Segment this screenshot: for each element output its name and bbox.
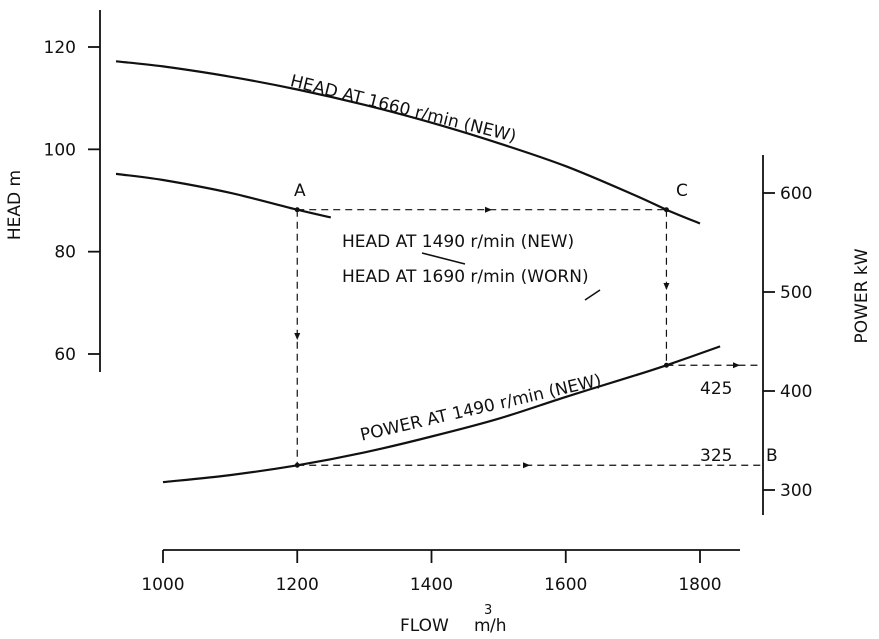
flow-axis-title: FLOW m 3 /h: [400, 603, 507, 636]
flow-tick-label-1400: 1400: [410, 575, 453, 595]
legend-head-1490-pre: HEAD AT: [342, 232, 422, 252]
annotation-425: 425: [700, 379, 732, 399]
flow-tick-label-1800: 1800: [678, 575, 721, 595]
legend-stroke-worn: [584, 289, 601, 301]
point-markers: [294, 207, 669, 468]
power-1490-new-curve: [162, 345, 721, 484]
arrow-325: [523, 462, 530, 469]
point-b-label: B: [766, 446, 778, 466]
flow-axis-ticks: 1000 1200 1400 1600 1800: [141, 550, 722, 595]
power-tick-label-500: 500: [780, 283, 812, 303]
marker-power-1200: [294, 462, 300, 468]
head-axis-ticks: 60 80 100 120: [44, 38, 100, 365]
flow-tick-label-1200: 1200: [276, 575, 319, 595]
head-1660-label: HEAD AT 1660 r/min (NEW): [288, 71, 518, 147]
point-c-label: C: [676, 181, 688, 201]
head-1660-new-curve: [115, 60, 701, 225]
power-tick-label-400: 400: [780, 382, 812, 402]
power-axis-ticks: 300 400 500 600: [763, 184, 812, 501]
head-tick-label-120: 120: [44, 38, 76, 58]
legend-head-1490-post: 1490 r/min (NEW): [422, 232, 574, 252]
head-tick-label-60: 60: [54, 345, 76, 365]
legend-head-1690-pre: HEAD AT 1690 r/min (: [342, 267, 527, 287]
power-axis-title: POWER kW: [852, 248, 872, 343]
arrow-a-down: [294, 333, 301, 340]
flow-axis-unit-base: m: [474, 616, 491, 636]
head-1490-new-curve: [115, 172, 332, 219]
construction-lines: [294, 206, 763, 469]
curves: [115, 60, 721, 484]
legend-head-1690-worn: HEAD AT 1690 r/min (WORN): [342, 267, 589, 287]
power-tick-label-300: 300: [780, 481, 812, 501]
point-a-label: A: [294, 181, 306, 201]
marker-power-1750: [663, 362, 669, 368]
annotation-325: 325: [700, 446, 732, 466]
marker-a: [294, 207, 300, 213]
flow-axis-unit-tail: /h: [490, 616, 507, 636]
marker-c: [663, 207, 669, 213]
legend-head-1490: HEAD AT 1490 r/min (NEW): [342, 232, 574, 252]
power-tick-label-600: 600: [780, 184, 812, 204]
legend-head-1690-post: WORN): [527, 267, 588, 287]
arrow-425: [733, 362, 740, 369]
flow-axis-unit-sup: 3: [484, 603, 492, 618]
flow-axis-label: FLOW: [400, 616, 449, 636]
arrow-c-down: [663, 283, 670, 290]
flow-tick-label-1000: 1000: [141, 575, 184, 595]
flow-tick-label-1600: 1600: [544, 575, 587, 595]
head-tick-label-100: 100: [44, 140, 76, 160]
legend-stroke-1490: [421, 252, 466, 265]
head-tick-label-80: 80: [54, 243, 76, 263]
head-axis-title: HEAD m: [5, 170, 25, 240]
arrow-a-to-c: [485, 206, 492, 213]
power-1490-label: POWER AT 1490 r/min (NEW): [358, 371, 603, 446]
